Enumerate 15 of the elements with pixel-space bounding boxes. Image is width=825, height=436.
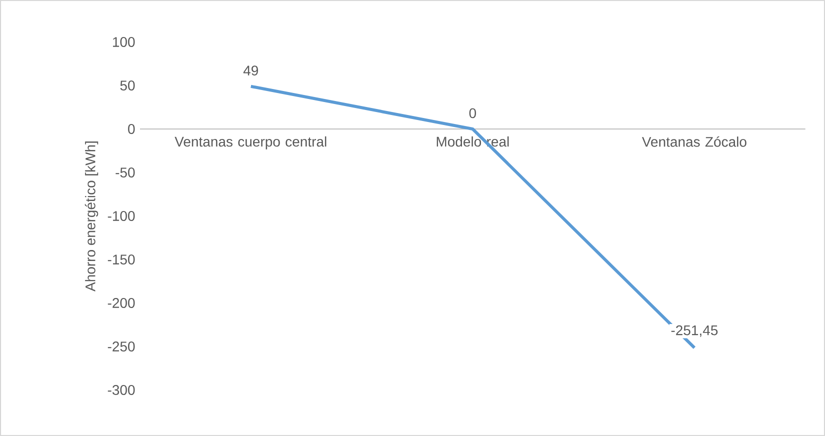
x-tick-label: Ventanas cuerpo central	[174, 136, 326, 150]
data-label: 49	[243, 66, 258, 76]
data-label: 0	[469, 108, 476, 118]
y-tick-label: 0	[128, 124, 135, 134]
y-tick-label: 100	[113, 37, 135, 47]
y-tick-label: -250	[108, 342, 135, 352]
y-tick-label: -100	[108, 211, 135, 221]
y-tick-label: -200	[108, 298, 135, 308]
y-axis-title: Ahorro energético [kWh]	[84, 142, 98, 292]
y-tick-label: -150	[108, 254, 135, 264]
y-tick-label: -300	[108, 385, 135, 395]
x-tick-label: Ventanas Zócalo	[642, 136, 746, 147]
y-tick-label: 50	[120, 80, 135, 90]
y-tick-label: -50	[116, 168, 135, 178]
data-label: -251,45	[671, 325, 718, 337]
